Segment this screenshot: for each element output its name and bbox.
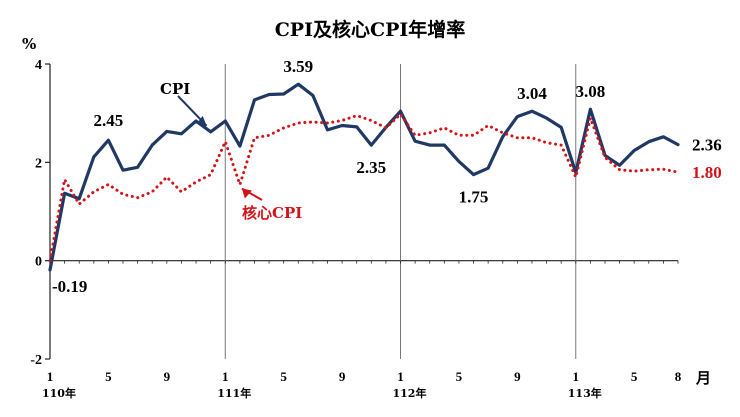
y-tick-label: 0: [35, 255, 42, 270]
data-label-core: 1.80: [692, 163, 722, 182]
year-label: 112年: [393, 386, 427, 400]
x-tick-label: 1: [222, 369, 229, 384]
x-tick-label: 5: [280, 369, 287, 384]
x-tick-label: 9: [339, 369, 346, 384]
y-tick-label: 4: [35, 58, 42, 73]
chart-title: CPI及核心CPI年增率: [275, 18, 466, 41]
data-label-cpi: 1.75: [459, 188, 489, 207]
series-line-core: [48, 112, 680, 263]
x-tick-label: 5: [105, 369, 112, 384]
axes-group: -2 0 2 4 1 5 9 1 5 9 1 5 9 1 5 8 110年 111年 112年 113年: [30, 58, 681, 400]
core-series-label: 核心CPI: [242, 204, 302, 222]
annotation-labels: CPI 核心CPI -0.19 2.45 3.59 2.35 1.75 3.04 3.08 2.3…: [52, 57, 722, 296]
y-axis-unit: %: [22, 35, 36, 53]
series-line-cpi: [48, 82, 680, 272]
series-lines: [48, 82, 680, 272]
x-tick-label: 1: [47, 369, 54, 384]
data-label-cpi: 2.45: [94, 111, 124, 130]
x-tick-label: 8: [675, 369, 682, 384]
x-tick-label: 9: [514, 369, 521, 384]
data-label-cpi: 2.36: [692, 136, 722, 155]
x-tick-label: 1: [397, 369, 404, 384]
year-label: 113年: [568, 386, 602, 400]
x-axis-unit: 月: [695, 369, 711, 387]
cpi-arrow-head: [196, 115, 207, 126]
data-label-cpi: 2.35: [356, 158, 386, 177]
data-label-cpi: 3.59: [283, 57, 313, 76]
x-tick-label: 1: [573, 369, 580, 384]
x-tick-label: 9: [164, 369, 171, 384]
y-tick-label: 2: [35, 156, 42, 171]
core-arrow-head: [241, 188, 252, 199]
year-label: 111年: [217, 386, 251, 400]
cpi-series-label: CPI: [160, 80, 190, 98]
year-label: 110年: [42, 386, 76, 400]
y-tick-label: -2: [30, 353, 42, 368]
data-label-cpi: 3.08: [575, 82, 605, 101]
data-label-cpi: -0.19: [52, 277, 87, 296]
x-tick-label: 5: [631, 369, 638, 384]
data-label-cpi: 3.04: [517, 84, 547, 103]
x-tick-label: 5: [456, 369, 463, 384]
